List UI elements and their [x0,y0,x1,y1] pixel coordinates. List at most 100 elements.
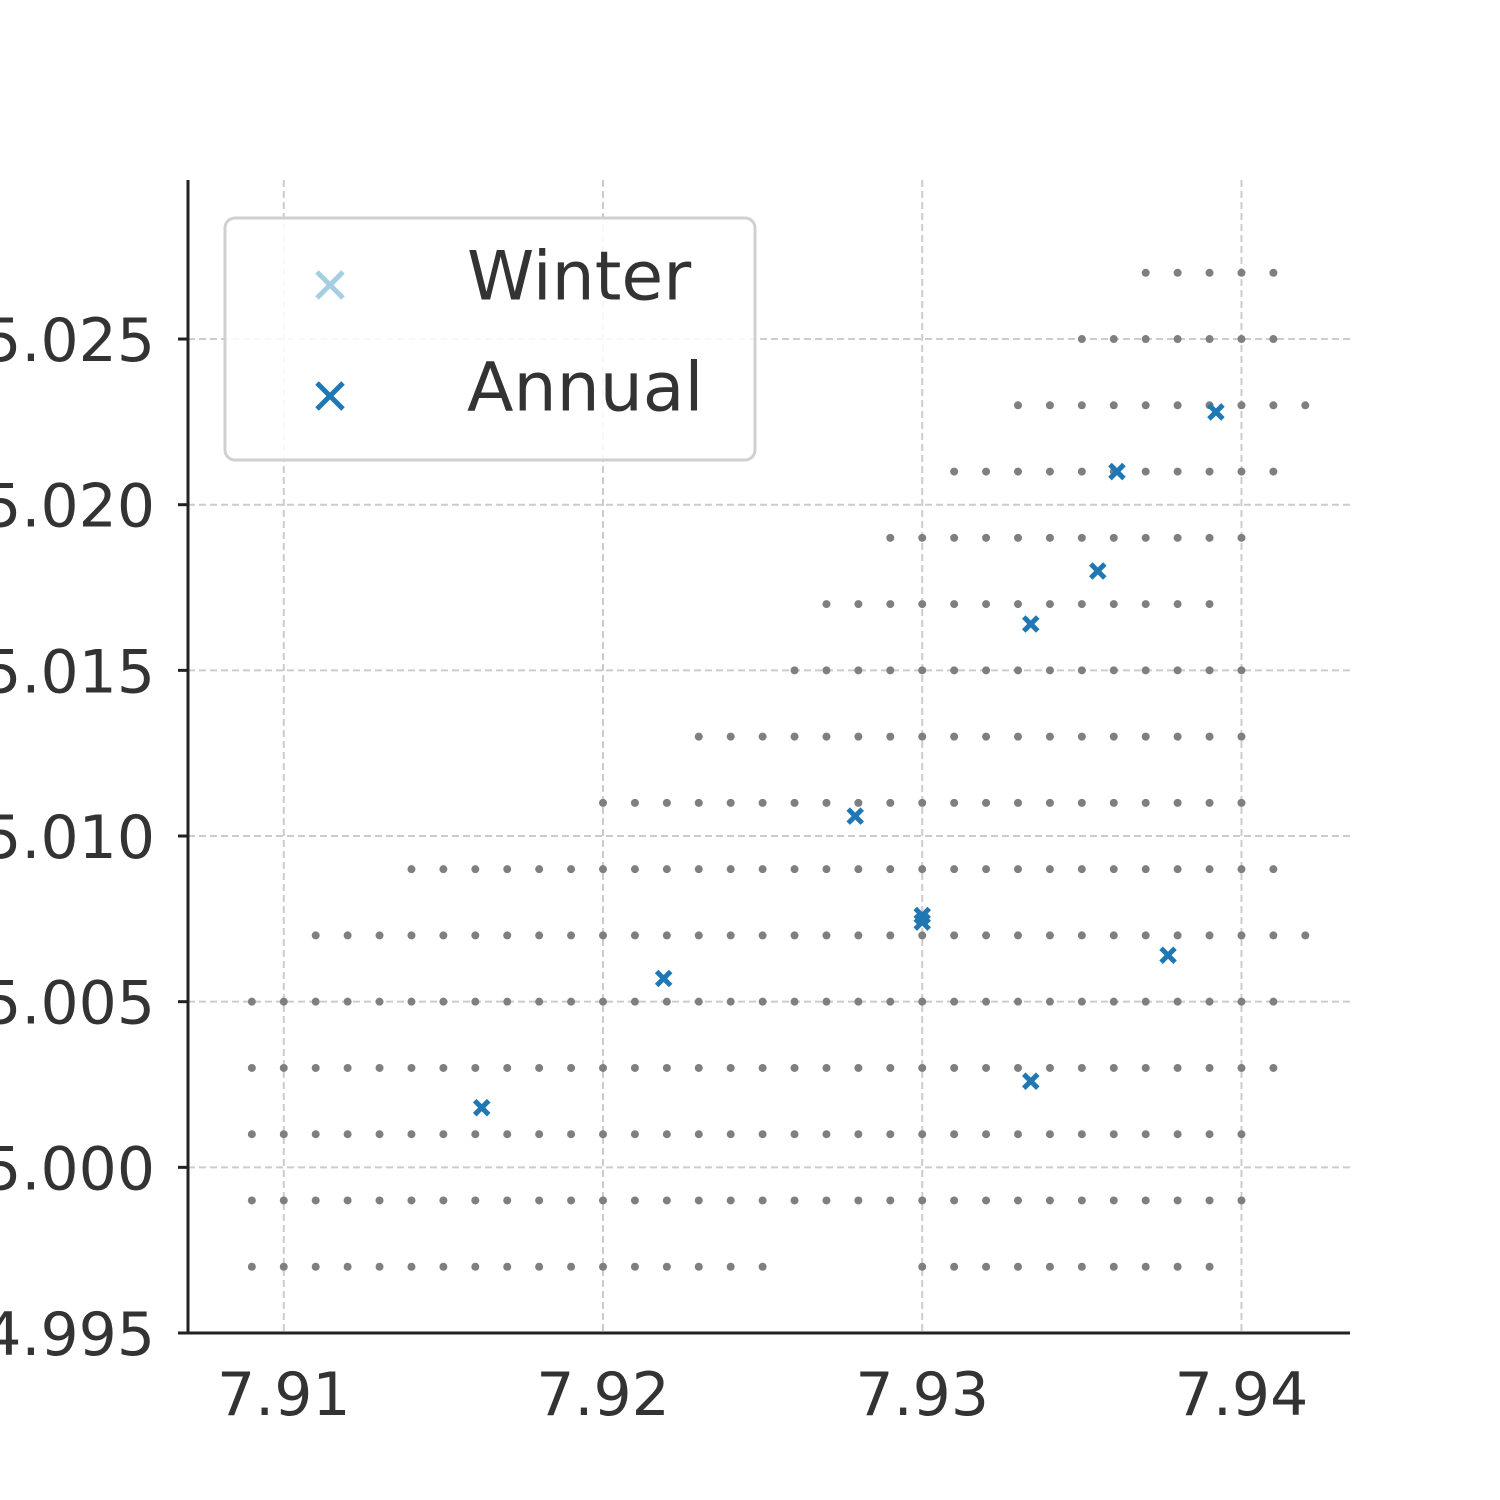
point [1173,600,1182,609]
point [854,666,863,675]
point [950,1262,959,1271]
point [726,997,735,1006]
point [1205,1063,1214,1072]
point [726,732,735,741]
point [1173,1130,1182,1139]
point [918,1130,927,1139]
point [790,997,799,1006]
point [279,997,288,1006]
point-stroke [315,381,345,411]
point [1269,268,1278,277]
point [950,1130,959,1139]
point [279,1262,288,1271]
point [1045,401,1054,410]
point [567,1196,576,1205]
point [1109,533,1118,542]
point [1077,467,1086,476]
point [982,865,991,874]
point [662,1262,671,1271]
point [950,732,959,741]
point [503,997,512,1006]
y-tick-label: 5.005 [0,969,155,1039]
point [1109,1063,1118,1072]
point [1141,666,1150,675]
x-tick-label: 7.94 [1175,1360,1309,1430]
point [758,1063,767,1072]
point [1077,401,1086,410]
point [535,1196,544,1205]
point [407,931,416,940]
point [758,931,767,940]
point [567,1130,576,1139]
point [790,931,799,940]
point [1205,533,1214,542]
point [982,1063,991,1072]
point [1077,1262,1086,1271]
point [1109,798,1118,807]
point [471,1262,480,1271]
point [1173,467,1182,476]
point [822,1196,831,1205]
point [918,666,927,675]
point [662,865,671,874]
point [343,1063,352,1072]
point [758,1196,767,1205]
y-tick-label: 5.025 [0,306,155,376]
point [918,732,927,741]
point [886,732,895,741]
point [1014,931,1022,940]
point [854,1196,863,1205]
point [982,931,991,940]
point [694,732,703,741]
point-stroke [846,807,864,825]
point [982,798,991,807]
point [1205,798,1214,807]
x-tick-label: 7.91 [217,1360,351,1430]
point [1014,467,1022,476]
point [950,997,959,1006]
point [567,931,576,940]
point [599,1196,607,1205]
point [982,666,991,675]
point [567,997,576,1006]
point [1077,732,1086,741]
point-stroke [1207,403,1225,421]
point [471,931,480,940]
point [886,666,895,675]
point [311,1063,320,1072]
point [1173,1262,1182,1271]
point [982,732,991,741]
point [1109,865,1118,874]
point [1077,1196,1086,1205]
point [567,1063,576,1072]
point [599,865,607,874]
point [886,798,895,807]
point [1205,600,1214,609]
point [407,997,416,1006]
point [1205,1262,1214,1271]
x-tick-label: 7.92 [536,1360,670,1430]
point [1205,666,1214,675]
point [311,1130,320,1139]
point [1077,798,1086,807]
point [471,1196,480,1205]
point [439,1063,448,1072]
point [535,1262,544,1271]
point [662,931,671,940]
point [1237,1130,1246,1139]
point [279,1063,288,1072]
point [343,931,352,940]
point [567,865,576,874]
point [886,1196,895,1205]
point [982,1196,991,1205]
point [1045,1063,1054,1072]
point [918,1196,927,1205]
point [1269,1063,1278,1072]
point [1045,600,1054,609]
point [471,1130,480,1139]
point [1109,931,1118,940]
point [535,931,544,940]
point [472,1098,491,1117]
point [822,666,831,675]
point [1109,600,1118,609]
